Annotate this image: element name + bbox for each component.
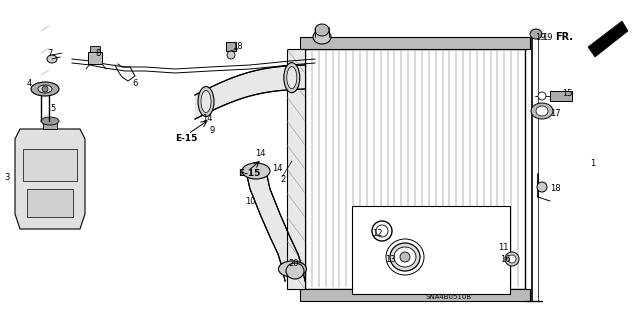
Ellipse shape	[537, 182, 547, 192]
Bar	[305, 49, 525, 289]
Ellipse shape	[278, 261, 307, 277]
Ellipse shape	[530, 29, 542, 39]
Ellipse shape	[41, 117, 59, 125]
Polygon shape	[300, 37, 530, 49]
Bar	[90, 46, 100, 52]
Text: 20: 20	[288, 259, 298, 269]
Text: FR.: FR.	[555, 32, 573, 42]
Ellipse shape	[198, 86, 214, 116]
Ellipse shape	[286, 263, 304, 279]
Text: 10: 10	[245, 197, 255, 205]
Ellipse shape	[287, 67, 297, 89]
Text: 12: 12	[372, 229, 383, 239]
Text: 14: 14	[272, 165, 282, 174]
Text: 4: 4	[27, 79, 32, 88]
Ellipse shape	[284, 63, 300, 93]
Text: 14: 14	[202, 115, 212, 123]
Ellipse shape	[315, 24, 329, 36]
Ellipse shape	[538, 92, 546, 100]
Text: 13: 13	[385, 255, 396, 263]
Polygon shape	[588, 21, 628, 57]
Bar	[88, 52, 102, 64]
Text: 19: 19	[542, 33, 552, 41]
Ellipse shape	[242, 163, 270, 179]
Bar	[226, 42, 236, 51]
Polygon shape	[287, 49, 305, 289]
Text: 19: 19	[535, 33, 545, 41]
Text: 1: 1	[590, 160, 595, 168]
Bar	[43, 121, 57, 129]
Ellipse shape	[42, 86, 48, 92]
Text: 14: 14	[255, 150, 266, 159]
Text: 18: 18	[550, 184, 561, 194]
Ellipse shape	[376, 225, 388, 237]
Text: 5: 5	[50, 105, 55, 114]
Ellipse shape	[400, 252, 410, 262]
Ellipse shape	[227, 51, 235, 59]
Text: 15: 15	[562, 90, 573, 99]
Ellipse shape	[508, 255, 516, 263]
Bar	[550, 91, 572, 101]
Ellipse shape	[31, 82, 59, 96]
Ellipse shape	[47, 55, 57, 63]
Bar	[23, 149, 77, 181]
Text: 9: 9	[210, 127, 215, 136]
Text: 17: 17	[550, 109, 561, 118]
Text: E-15: E-15	[175, 135, 197, 144]
Polygon shape	[300, 289, 530, 301]
Text: 11: 11	[498, 242, 509, 251]
Ellipse shape	[394, 247, 416, 267]
Bar	[352, 206, 510, 294]
Text: SNA4B0510B: SNA4B0510B	[425, 294, 471, 300]
Text: 16: 16	[500, 255, 511, 263]
Text: 18: 18	[232, 42, 243, 51]
Text: 8: 8	[95, 49, 100, 58]
Ellipse shape	[313, 30, 331, 44]
Ellipse shape	[531, 103, 553, 119]
Ellipse shape	[536, 106, 548, 116]
Ellipse shape	[38, 85, 52, 93]
Polygon shape	[15, 129, 85, 229]
Text: 7: 7	[47, 49, 52, 58]
Text: 2: 2	[280, 174, 285, 183]
Text: 3: 3	[4, 173, 10, 182]
Bar	[27, 189, 73, 217]
Text: 6: 6	[132, 79, 138, 88]
Text: E-15: E-15	[238, 169, 260, 179]
Ellipse shape	[390, 243, 420, 271]
Ellipse shape	[201, 91, 211, 113]
Ellipse shape	[505, 252, 519, 266]
